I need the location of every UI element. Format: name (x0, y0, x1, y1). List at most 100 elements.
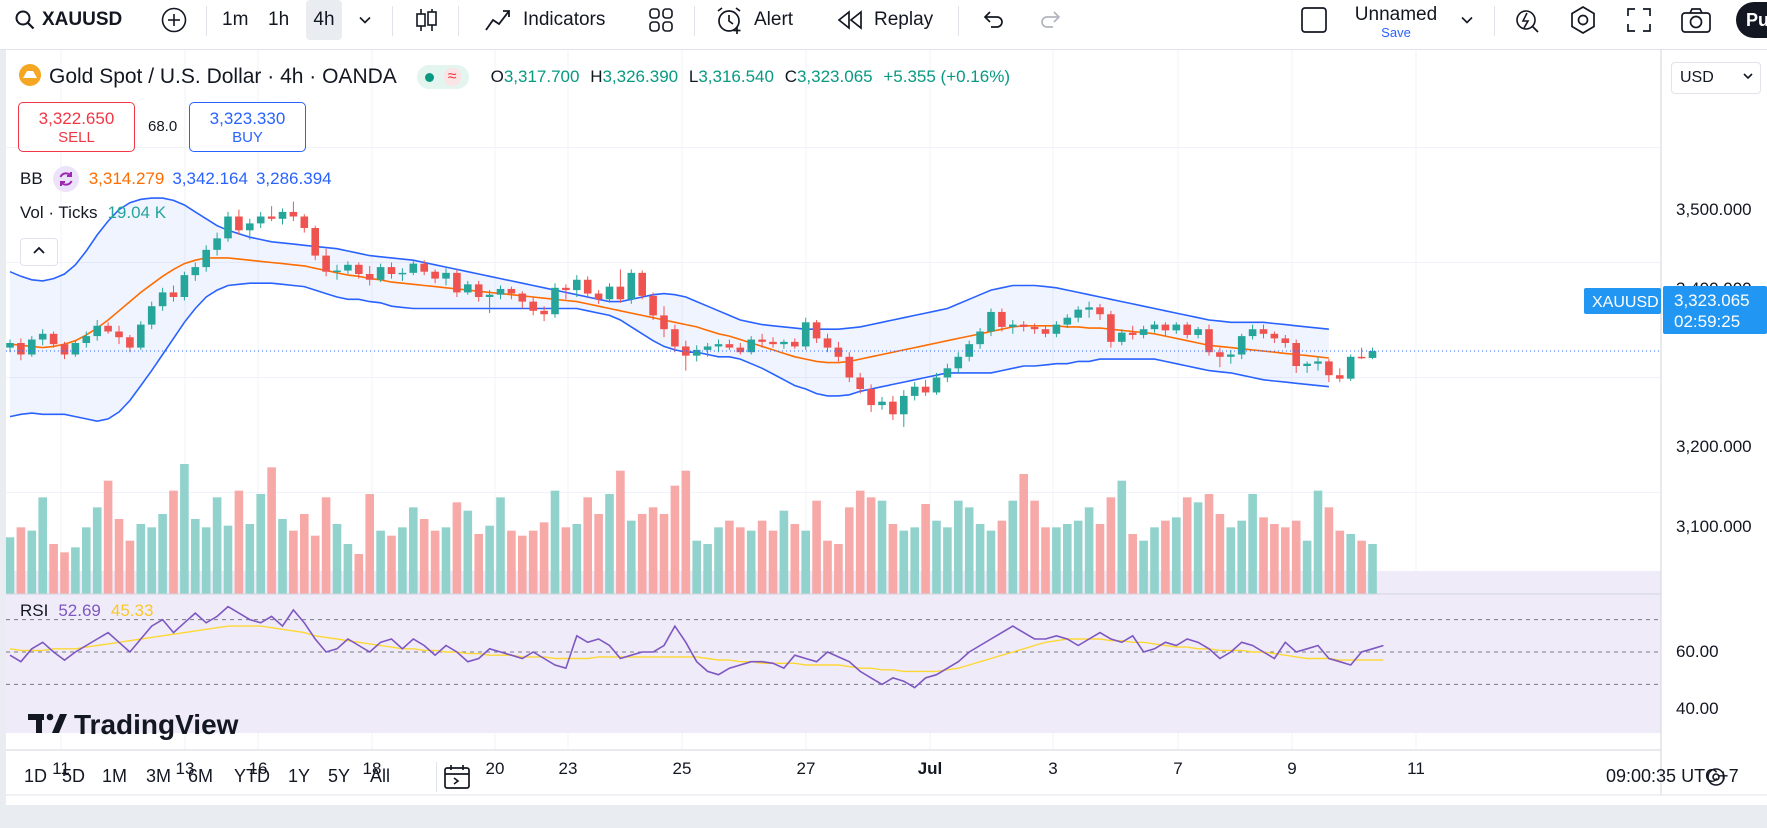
chart-type-button[interactable] (414, 0, 438, 40)
volume-bar (256, 494, 265, 594)
volume-bar (703, 544, 712, 594)
interval-1h[interactable]: 1h (268, 0, 289, 40)
clock-display[interactable]: 09:00:35 UTC+7 (1606, 766, 1739, 786)
volume-bar (801, 530, 810, 594)
low-label: L (688, 67, 699, 86)
interval-1m[interactable]: 1m (222, 0, 248, 40)
undo-icon (982, 8, 1006, 32)
buy-label: BUY (232, 129, 263, 146)
fullscreen-button[interactable] (1626, 0, 1652, 40)
volume-bar (463, 510, 473, 594)
alert-button[interactable]: Alert (714, 0, 793, 40)
compare-symbol-button[interactable] (160, 0, 188, 40)
volume-bar (1357, 540, 1366, 594)
range-button-1m[interactable]: 1M (102, 766, 128, 786)
symbol-legend[interactable]: Gold Spot / U.S. Dollar · 4h · OANDA ≈ O… (18, 62, 1010, 92)
indicators-button[interactable]: Indicators (483, 0, 605, 40)
volume-bar (300, 514, 309, 594)
candle-body (147, 306, 156, 325)
redo-button[interactable] (1038, 0, 1062, 40)
volume-bar (1368, 544, 1377, 594)
layout-checkbox[interactable] (1300, 0, 1328, 40)
candle-body (355, 264, 363, 274)
candle-body (28, 339, 36, 355)
candle-body (692, 349, 701, 356)
candle-body (845, 356, 854, 378)
interval-dropdown[interactable] (358, 0, 372, 40)
range-button-1y[interactable]: 1Y (288, 766, 311, 786)
hexagon-gear-icon (1568, 5, 1598, 35)
range-button-6m[interactable]: 6M (188, 766, 214, 786)
volume-bar (27, 530, 37, 594)
range-button-1d[interactable]: 1D (24, 766, 48, 786)
layout-dropdown[interactable] (1460, 0, 1474, 40)
market-open-dot-icon (424, 72, 434, 82)
candle-body (191, 267, 200, 276)
range-button-ytd[interactable]: YTD (234, 766, 270, 786)
chart-container[interactable]: 3,500.000 3,400.000 3,200.000 3,100.000 … (6, 50, 1767, 805)
time-tick-label: 16 (249, 759, 268, 778)
rsi-legend[interactable]: RSI 52.69 45.33 (20, 598, 153, 624)
publish-button[interactable]: Pu (1736, 2, 1767, 38)
volume-bar (1291, 520, 1301, 594)
wave-icon: ≈ (443, 68, 461, 86)
range-button-3m[interactable]: 3M (146, 766, 172, 786)
candle-body (1248, 329, 1257, 337)
close-label: C (784, 67, 797, 86)
low-value: 3,316.540 (698, 67, 774, 86)
settings-button[interactable] (1568, 0, 1598, 40)
market-status-badge[interactable]: ≈ (416, 65, 469, 89)
rsi-ma-line (9, 625, 1384, 673)
collapse-legend-button[interactable] (20, 238, 58, 266)
goto-date-button[interactable] (442, 762, 472, 797)
bb-label: BB (20, 169, 43, 188)
range-button-5d[interactable]: 5D (62, 766, 86, 786)
quick-search-button[interactable] (1512, 0, 1540, 40)
volume-bar (409, 507, 418, 594)
candle-body (278, 211, 287, 219)
candle-body (529, 301, 537, 311)
replay-button[interactable]: Replay (836, 0, 933, 40)
candle-body (60, 344, 69, 355)
layout-name-button[interactable]: Unnamed Save (1340, 0, 1452, 44)
volume-bar (278, 519, 287, 594)
alert-label: Alert (754, 9, 794, 30)
time-tick-label: 25 (673, 759, 692, 778)
countdown-text: 02:59:25 (1674, 312, 1740, 331)
candle-body (594, 293, 603, 300)
currency-select[interactable]: USD (1671, 62, 1761, 94)
candle-body (1183, 324, 1191, 335)
symbol-name: XAUUSD (42, 9, 123, 30)
range-button-all[interactable]: All (370, 766, 391, 786)
plus-circle-icon (160, 6, 188, 34)
symbol-search[interactable]: XAUUSD (14, 0, 122, 40)
refresh-icon[interactable] (52, 166, 79, 192)
sell-label: SELL (58, 129, 95, 146)
candle-body (1150, 324, 1159, 330)
symbol-title: Gold Spot / U.S. Dollar · 4h · OANDA (49, 65, 397, 88)
volume-bar (659, 514, 669, 594)
volume-legend[interactable]: Vol · Ticks 19.04 K (20, 200, 166, 226)
volume-bar (343, 544, 353, 594)
gold-logo-icon (18, 63, 42, 92)
volume-bar (1335, 530, 1345, 594)
chart-canvas[interactable]: 3,500.000 3,400.000 3,200.000 3,100.000 … (6, 50, 1767, 805)
candle-body (398, 272, 407, 275)
candle-body (714, 344, 723, 347)
snapshot-button[interactable] (1680, 0, 1712, 40)
range-button-5y[interactable]: 5Y (328, 766, 351, 786)
undo-button[interactable] (982, 0, 1006, 40)
candle-body (921, 386, 930, 393)
interval-4h[interactable]: 4h (306, 0, 342, 40)
axis-settings-gear-icon[interactable] (1707, 768, 1725, 786)
indicators-label: Indicators (523, 9, 606, 30)
volume-bar (49, 544, 58, 594)
volume-bar (1226, 527, 1236, 594)
templates-button[interactable] (648, 0, 674, 40)
buy-button[interactable]: 3,323.330 BUY (189, 102, 306, 152)
candle-body (932, 377, 941, 393)
bb-legend[interactable]: BB 3,314.279 3,342.164 3,286.394 (20, 164, 332, 194)
sell-button[interactable]: 3,322.650 SELL (18, 102, 135, 152)
high-label: H (590, 67, 603, 86)
volume-bar (539, 522, 549, 594)
